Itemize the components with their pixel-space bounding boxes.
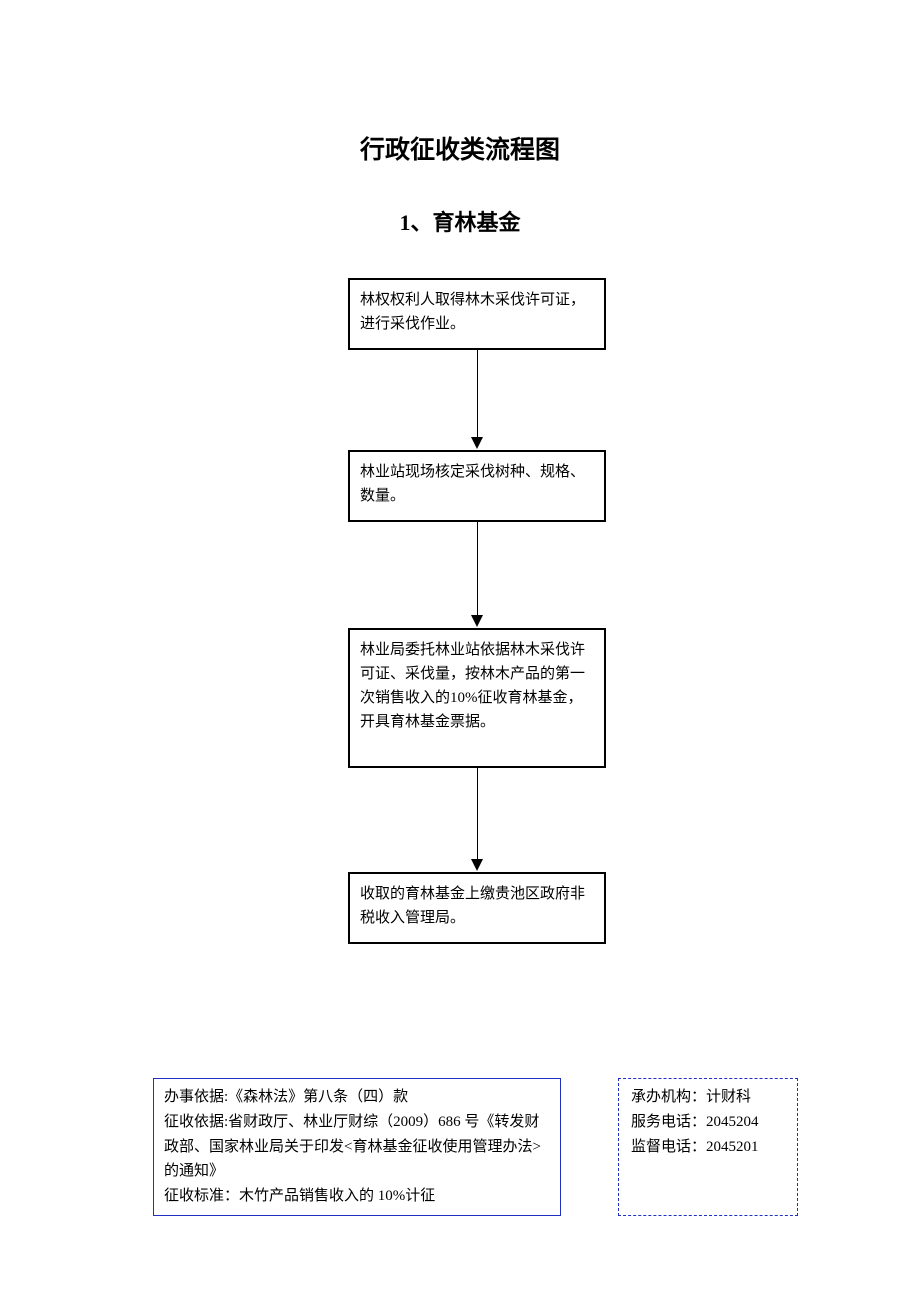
info-contact-line-3: 监督电话：2045201 [631,1135,785,1160]
info-box-contact: 承办机构：计财科服务电话：2045204监督电话：2045201 [618,1078,798,1216]
info-basis-line-3: 征收标准：木竹产品销售收入的 10%计征 [164,1184,550,1209]
flow-arrow-3 [471,768,483,871]
info-contact-line-2: 服务电话：2045204 [631,1110,785,1135]
page-title: 行政征收类流程图 [0,130,920,166]
info-basis-line-1: 办事依据:《森林法》第八条（四）款 [164,1085,550,1110]
page-subtitle: 1、育林基金 [0,205,920,237]
flow-node-3: 林业局委托林业站依据林木采伐许可证、采伐量，按林木产品的第一次销售收入的10%征… [348,628,606,768]
info-basis-line-2: 征收依据:省财政厅、林业厅财综（2009）686 号《转发财政部、国家林业局关于… [164,1110,550,1184]
flow-node-1: 林权权利人取得林木采伐许可证，进行采伐作业。 [348,278,606,350]
page: 行政征收类流程图 1、育林基金 林权权利人取得林木采伐许可证，进行采伐作业。林业… [0,0,920,1302]
info-box-basis: 办事依据:《森林法》第八条（四）款征收依据:省财政厅、林业厅财综（2009）68… [153,1078,561,1216]
flow-arrow-1 [471,350,483,449]
flow-node-2: 林业站现场核定采伐树种、规格、数量。 [348,450,606,522]
flow-arrow-2 [471,522,483,627]
flow-node-4: 收取的育林基金上缴贵池区政府非税收入管理局。 [348,872,606,944]
info-contact-line-1: 承办机构：计财科 [631,1085,785,1110]
